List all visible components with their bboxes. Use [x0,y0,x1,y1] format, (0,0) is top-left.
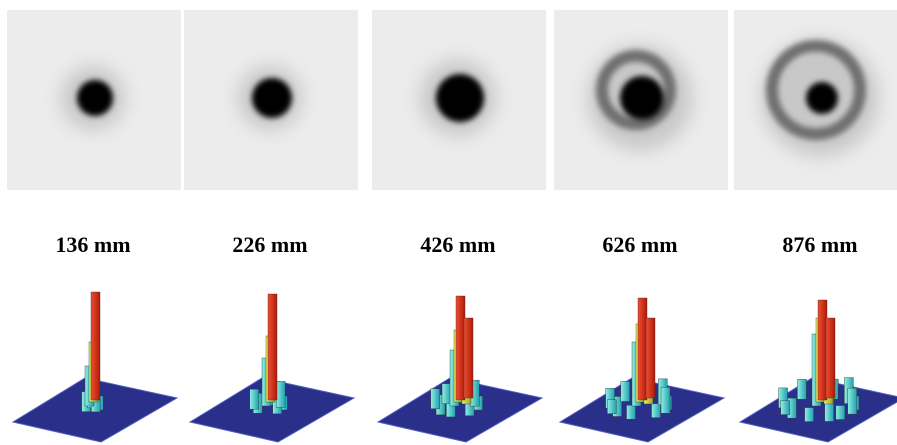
plot-bar [627,405,636,419]
plot-bar [661,387,670,413]
panel: 876 mm [734,10,897,442]
distance-label: 226 mm [232,232,307,257]
distance-label: 426 mm [420,232,495,257]
distance-label: 876 mm [782,232,857,257]
plot-bar [621,381,630,401]
plot-bar [797,379,806,399]
figure: 136 mm 226 mm 426 mm 626 mm 876 mm [0,0,897,445]
plot-bar [652,404,661,418]
plot-bar [805,408,814,422]
panel: 136 mm [7,10,181,442]
plot-bar [431,389,440,409]
page: 136 mm226 mm426 mm626 mm876 mm (() => { … [0,0,897,445]
distance-label: 136 mm [55,232,130,257]
spot-core [252,78,292,118]
plot-bar [818,300,827,400]
plot-bar [442,384,451,404]
plot-bar [250,389,259,409]
plot-bar [464,318,473,398]
panel: 426 mm [372,10,546,442]
panel: 226 mm [184,10,358,442]
distance-label: 626 mm [602,232,677,257]
plot-bar [607,400,616,414]
plot-bar [826,318,835,398]
panel: 626 mm [554,10,728,442]
spot-core [620,76,664,120]
plot-bar [268,294,277,400]
plot-bar [638,298,647,400]
spot-core [436,74,484,122]
plot-bar [848,388,857,414]
plot-bar [646,318,655,398]
plot-bar [781,401,790,415]
plot-bar [91,292,100,400]
panels: 136 mm 226 mm 426 mm 626 mm 876 mm [7,10,897,442]
spot-core [77,80,113,116]
plot-bar [836,406,845,420]
plot-bar [456,296,465,400]
spot-core [806,82,838,114]
plot-bar [276,381,285,407]
